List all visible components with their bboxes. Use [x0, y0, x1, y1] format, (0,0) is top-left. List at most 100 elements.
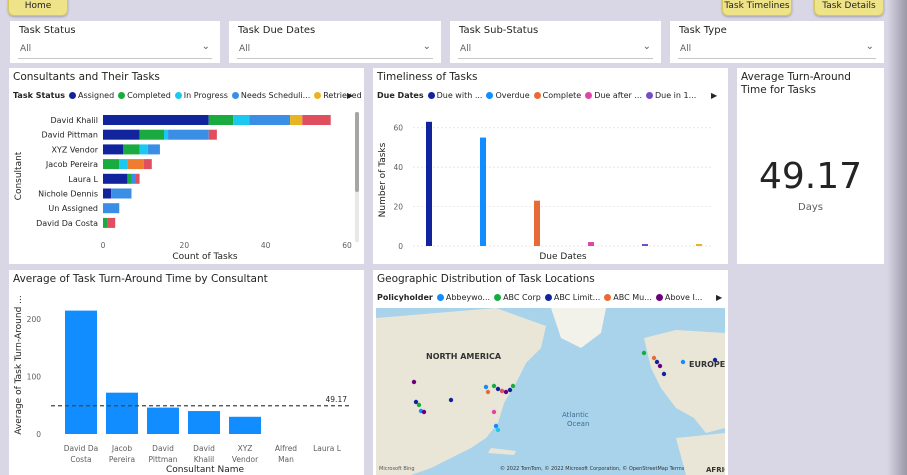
chevron-down-icon[interactable]: ⌄: [865, 41, 874, 52]
bar[interactable]: [229, 416, 261, 434]
legend-item[interactable]: ABC Limit...: [544, 293, 600, 302]
task-details-button[interactable]: Task Details: [814, 0, 884, 16]
map-points[interactable]: [411, 350, 718, 433]
bar-segment[interactable]: [249, 115, 291, 125]
legend-item[interactable]: Overdue: [486, 91, 530, 100]
map-point[interactable]: [421, 409, 427, 415]
geo-map-card[interactable]: Geographic Distribution of Task Location…: [373, 270, 728, 475]
map-point[interactable]: [495, 386, 501, 392]
legend-next-arrow-icon[interactable]: ▶: [347, 91, 354, 100]
map-point[interactable]: [507, 387, 513, 393]
map-attribution[interactable]: © 2022 TomTom, © 2022 Microsoft Corporat…: [500, 465, 685, 472]
map-point[interactable]: [654, 359, 660, 365]
bar-segment[interactable]: [111, 188, 132, 199]
legend-item[interactable]: Due after ...: [585, 91, 642, 100]
slicer-task-type[interactable]: Task Type All ⌄: [670, 21, 884, 63]
consultants-tasks-card[interactable]: Consultants and Their Tasks Task Status …: [9, 68, 364, 264]
legend-next-arrow-icon[interactable]: ▶: [711, 91, 718, 100]
map-point[interactable]: [483, 384, 489, 390]
slicer-dropdown[interactable]: All ⌄: [678, 41, 876, 59]
map-point[interactable]: [499, 388, 505, 394]
bar-segment[interactable]: [107, 217, 116, 228]
bar-segment[interactable]: [103, 129, 140, 140]
bar-segment[interactable]: [103, 188, 112, 199]
map-point[interactable]: [661, 371, 667, 377]
bar-segment[interactable]: [103, 203, 120, 214]
legend-item[interactable]: Complete: [533, 91, 581, 100]
bar-segment[interactable]: [103, 144, 124, 155]
map-canvas[interactable]: NORTH AMERICA EUROPE Atlantic Ocean AFRI…: [376, 308, 725, 475]
map-point[interactable]: [712, 357, 718, 363]
timeliness-card[interactable]: Timeliness of Tasks Due Dates Due with .…: [373, 68, 728, 264]
bar[interactable]: [106, 392, 138, 434]
slicer-dropdown[interactable]: All ⌄: [458, 41, 653, 59]
map-point[interactable]: [680, 359, 686, 365]
bar-segment[interactable]: [168, 129, 209, 140]
bar-segment[interactable]: [302, 115, 331, 125]
home-button[interactable]: Home: [8, 0, 68, 16]
legend-item[interactable]: Needs Scheduli...: [231, 91, 310, 100]
legend-item[interactable]: Assigned: [68, 91, 114, 100]
bar[interactable]: [696, 244, 702, 246]
map-point[interactable]: [416, 402, 422, 408]
map-point[interactable]: [491, 409, 497, 415]
bar-segment[interactable]: [135, 173, 140, 184]
bar[interactable]: [147, 407, 179, 434]
map-point[interactable]: [491, 383, 497, 389]
chevron-down-icon[interactable]: ⌄: [201, 41, 210, 52]
bar-segment[interactable]: [103, 173, 128, 184]
map-point[interactable]: [411, 379, 417, 385]
turnaround-card[interactable]: Average of Task Turn-Around Time by Cons…: [9, 270, 364, 475]
map-point[interactable]: [485, 389, 491, 395]
bar-segment[interactable]: [143, 159, 152, 170]
bar[interactable]: [426, 121, 432, 246]
slicer-dropdown[interactable]: All ⌄: [237, 41, 433, 59]
legend-item[interactable]: Above I...: [655, 293, 702, 302]
task-timelines-button[interactable]: Task Timelines: [722, 0, 792, 16]
map-point[interactable]: [495, 427, 501, 433]
map-point[interactable]: [657, 363, 663, 369]
legend-item[interactable]: Completed: [118, 91, 171, 100]
bar-segment[interactable]: [103, 159, 120, 170]
bar-segment[interactable]: [103, 115, 209, 125]
slicer-dropdown[interactable]: All ⌄: [18, 41, 212, 59]
slicer-task-due-dates[interactable]: Task Due Dates All ⌄: [229, 21, 441, 63]
scrollbar[interactable]: [355, 112, 359, 242]
bar[interactable]: [480, 137, 486, 246]
scrollbar-thumb[interactable]: [355, 112, 359, 192]
map-point[interactable]: [651, 355, 657, 361]
bar[interactable]: [188, 411, 220, 434]
bar-segment[interactable]: [131, 173, 136, 184]
slicer-task-status[interactable]: Task Status All ⌄: [10, 21, 220, 63]
chevron-down-icon[interactable]: ⌄: [422, 41, 431, 52]
legend-item[interactable]: In Progress: [174, 91, 228, 100]
legend-item[interactable]: Retrieved: [314, 91, 362, 100]
bar-segment[interactable]: [139, 129, 164, 140]
map-point[interactable]: [448, 397, 454, 403]
bar-segment[interactable]: [119, 159, 128, 170]
bar[interactable]: [588, 242, 594, 246]
bar[interactable]: [534, 200, 540, 246]
map-point[interactable]: [510, 383, 516, 389]
bar-segment[interactable]: [123, 144, 140, 155]
map-point[interactable]: [493, 423, 499, 429]
kpi-card[interactable]: Average Turn-Around Time for Tasks 49.17…: [737, 68, 884, 264]
map-point[interactable]: [503, 389, 509, 395]
bar-segment[interactable]: [127, 159, 144, 170]
bar-segment[interactable]: [164, 129, 169, 140]
legend-item[interactable]: Abbeywo...: [436, 293, 490, 302]
map-point[interactable]: [413, 399, 419, 405]
bar[interactable]: [642, 244, 648, 246]
map-point[interactable]: [641, 350, 647, 356]
legend-item[interactable]: ABC Mu...: [604, 293, 652, 302]
legend-item[interactable]: Due in 1...: [645, 91, 696, 100]
bar-segment[interactable]: [103, 217, 108, 228]
legend-item[interactable]: ABC Corp: [494, 293, 541, 302]
bar-segment[interactable]: [139, 144, 148, 155]
bar-segment[interactable]: [147, 144, 160, 155]
legend-item[interactable]: Due with ...: [427, 91, 482, 100]
bar-segment[interactable]: [233, 115, 250, 125]
slicer-task-sub-status[interactable]: Task Sub-Status All ⌄: [450, 21, 661, 63]
legend-next-arrow-icon[interactable]: ▶: [716, 293, 723, 302]
bar-segment[interactable]: [208, 115, 234, 125]
